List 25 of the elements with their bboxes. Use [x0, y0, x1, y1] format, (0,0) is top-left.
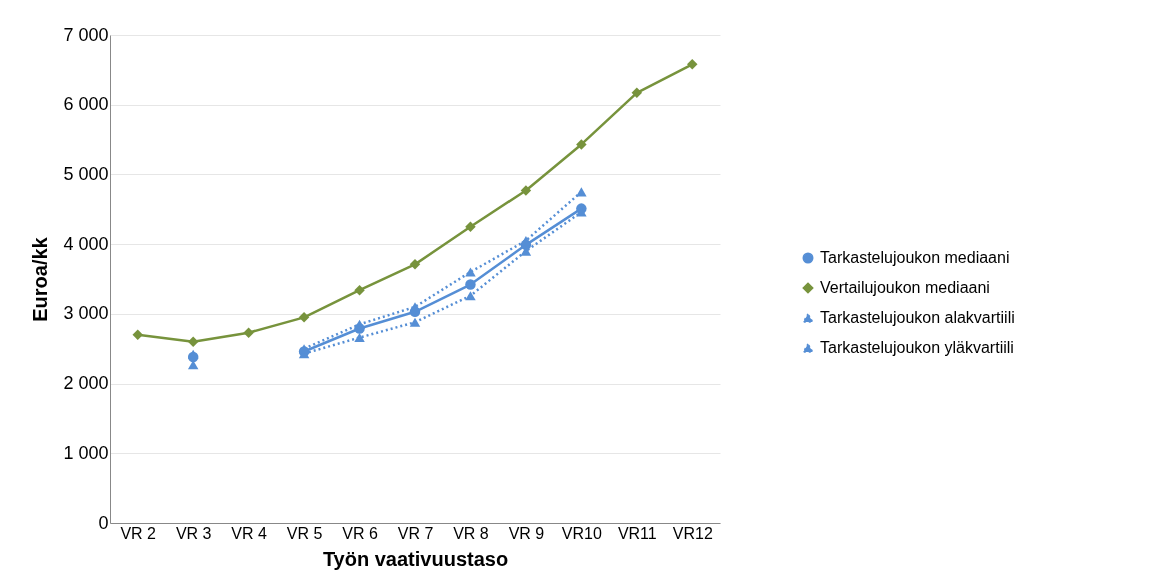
- y-tick-label: 1 000: [63, 442, 109, 463]
- x-tick-label: VR10: [561, 524, 602, 542]
- y-tick-label: 4 000: [63, 233, 109, 254]
- x-tick-label: VR12: [672, 524, 713, 542]
- legend-label: Vertailujoukon mediaani: [820, 279, 990, 296]
- x-tick-label: VR 9: [508, 524, 545, 542]
- x-tick-label: VR 6: [342, 524, 378, 542]
- x-tick-label: VR 5: [286, 524, 323, 542]
- x-axis-title: Työn vaativuustaso: [322, 547, 509, 570]
- x-tick-label: VR 4: [231, 524, 268, 542]
- x-tick-label: VR 3: [175, 524, 212, 542]
- x-tick-label: VR 8: [453, 524, 489, 542]
- y-axis-title: Euroa/kk: [29, 236, 52, 322]
- y-tick-label: 0: [98, 512, 109, 533]
- x-tick-label: VR 2: [120, 524, 157, 542]
- y-tick-label: 7 000: [63, 24, 109, 45]
- legend-label: Tarkastelujoukon yläkvartiili: [820, 339, 1014, 356]
- legend-label: Tarkastelujoukon mediaani: [820, 249, 1010, 266]
- y-tick-label: 6 000: [63, 94, 109, 115]
- y-tick-label: 3 000: [63, 303, 109, 324]
- y-tick-label: 2 000: [63, 373, 109, 394]
- y-tick-label: 5 000: [63, 163, 109, 184]
- legend-label: Tarkastelujoukon alakvartiili: [820, 309, 1015, 326]
- x-tick-label: VR11: [617, 524, 657, 542]
- x-tick-label: VR 7: [397, 524, 434, 542]
